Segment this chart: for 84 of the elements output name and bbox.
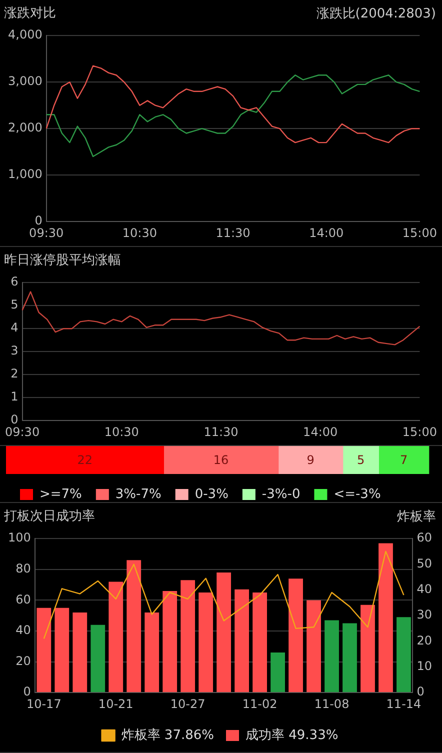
y-tick-label: 0 [10,412,18,427]
bar [54,608,70,692]
x-tick-label: 15:00 [402,226,438,240]
y-tick-label: 1 [10,390,18,404]
bar [126,560,142,692]
legend-label: 0-3% [194,486,228,502]
data-label: 7 [400,453,408,468]
y-tick-label: 4,000 [8,28,42,42]
bar [72,612,88,692]
y-tick-label: 20 [16,654,31,668]
bar [278,446,344,474]
x-tick-label: 15:00 [402,424,438,439]
x-tick-label: 14:00 [303,424,338,439]
y-tick-label: 3,000 [8,74,42,88]
y-tick-label: 100 [8,530,31,545]
bar [270,652,285,692]
legend-label: 3%-7% [115,486,162,502]
bar [198,592,214,692]
bar [108,582,124,692]
x-tick-label: 10-27 [170,696,206,711]
bar [342,446,379,474]
x-tick-label: 11:30 [216,226,250,240]
y2-axis-title: 炸板率 [397,508,436,524]
legend-label: 成功率 49.33% [246,726,338,743]
data-label: 16 [213,453,229,468]
y2-tick-label: 50 [416,556,432,570]
y-tick-label: 1,000 [8,167,42,182]
x-tick-label: 09:30 [29,226,64,240]
bar [6,446,164,474]
bar [216,572,232,692]
legend-label: <=-3% [334,486,381,502]
x-tick-label: 14:00 [309,226,344,240]
chart-title: 打板次日成功率 [3,508,95,524]
bar [234,589,250,692]
bar [144,612,160,692]
bar [378,543,393,692]
bar [180,580,196,692]
data-label: 9 [306,453,314,468]
chart-title: 昨日涨停股平均涨幅 [4,253,121,268]
legend-label: >=7% [40,486,82,502]
y-tick-label: 5 [10,298,18,312]
x-tick-label: 09:30 [4,424,40,439]
chart-title: 涨跌对比 [4,6,56,22]
y2-tick-label: 0 [416,684,424,699]
y-tick-label: 4 [10,320,18,335]
y2-tick-label: 20 [416,633,432,648]
bar [360,604,375,692]
y-tick-label: 3 [10,344,18,358]
legend-label: -3%-0 [262,486,300,502]
y2-tick-label: 30 [416,608,432,622]
bar [342,623,357,692]
bar [396,617,411,692]
bar [324,620,339,692]
bar [163,446,279,474]
bar [378,446,430,474]
y-tick-label: 2 [10,366,18,381]
bar [306,600,321,692]
y-tick-label: 80 [16,562,31,576]
y2-tick-label: 60 [416,530,432,545]
bar [90,624,106,692]
y-tick-label: 60 [16,592,31,606]
bar [252,592,267,692]
x-tick-label: 10-21 [98,696,134,711]
x-tick-label: 10-17 [26,696,62,711]
x-tick-label: 11-08 [314,696,350,711]
x-tick-label: 11-14 [386,696,422,711]
data-label: 22 [77,453,92,468]
x-tick-label: 10:30 [122,226,157,240]
x-tick-label: 10:30 [104,424,139,439]
y2-tick-label: 40 [416,582,432,596]
legend-label: 炸板率 37.86% [121,726,214,743]
bar [36,608,52,692]
y2-tick-label: 10 [416,659,432,674]
x-tick-label: 11-02 [242,696,278,711]
y-tick-label: 0 [23,684,31,699]
y-tick-label: 40 [16,623,31,638]
bar [162,590,178,692]
y-tick-label: 0 [34,214,42,228]
y-tick-label: 6 [10,274,18,289]
x-tick-label: 11:30 [204,424,238,439]
data-label: 5 [356,453,365,468]
bar [288,578,303,692]
text: 涨跌比(2004:2803) [316,6,436,22]
y-tick-label: 2,000 [8,120,42,135]
